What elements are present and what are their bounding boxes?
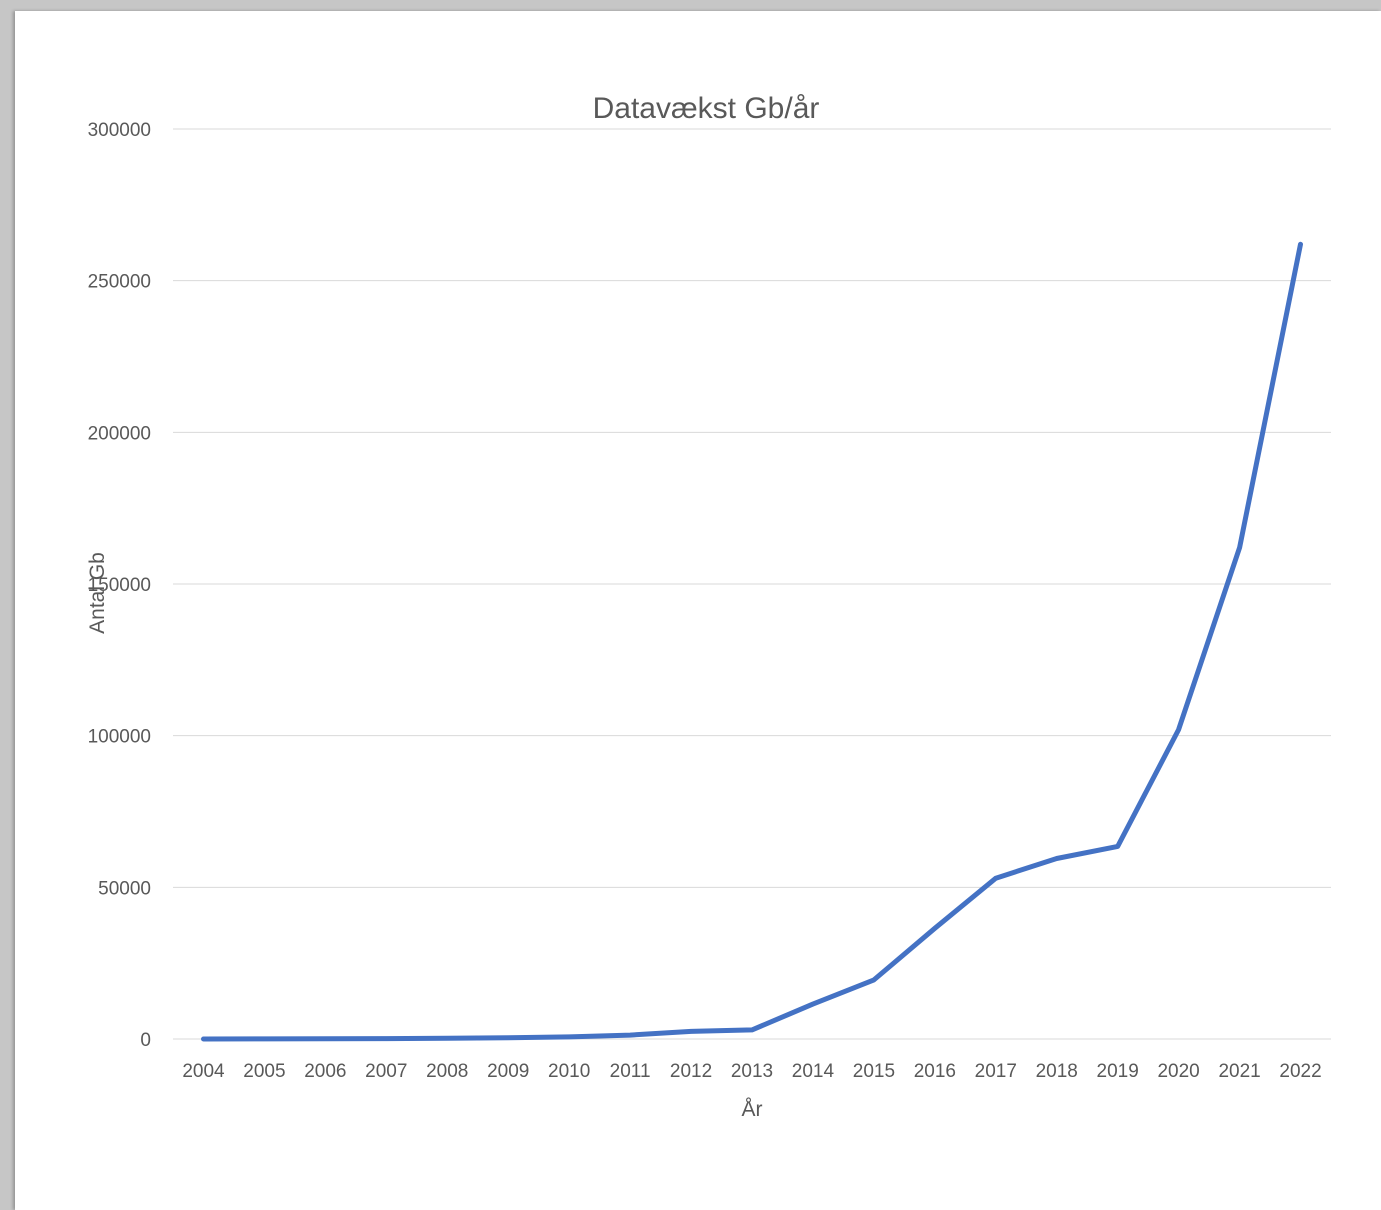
y-tick-label: 250000: [88, 272, 151, 293]
chart-area: [15, 11, 1381, 1210]
gridlines: [173, 128, 1331, 888]
x-axis-ticks: 2004 2005 2006 2007 2008 2009 2010 2011 2012 2013…: [182, 1061, 1321, 1082]
x-tick-label: 2014: [792, 1061, 835, 1082]
x-tick-label: 2010: [548, 1061, 590, 1082]
y-tick-label: 0: [140, 1030, 151, 1051]
x-tick-label: 2015: [853, 1061, 895, 1082]
y-axis-title: Antal Gb: [86, 552, 109, 634]
y-tick-label: 50000: [98, 878, 151, 899]
x-tick-label: 2009: [487, 1061, 529, 1082]
chart-title: Datavækst Gb/år: [593, 92, 820, 125]
x-tick-label: 2013: [731, 1061, 773, 1082]
y-axis-ticks: 0 50000 100000 150000 200000 250000 300000: [88, 120, 151, 1051]
x-tick-label: 2008: [426, 1061, 468, 1082]
x-tick-label: 2016: [914, 1061, 956, 1082]
x-tick-label: 2012: [670, 1061, 712, 1082]
x-tick-label: 2006: [304, 1061, 346, 1082]
y-tick-label: 100000: [88, 727, 151, 748]
x-tick-label: 2005: [243, 1061, 285, 1082]
x-tick-label: 2018: [1036, 1061, 1078, 1082]
x-tick-label: 2007: [365, 1061, 407, 1082]
x-tick-label: 2017: [975, 1061, 1017, 1082]
y-tick-label: 300000: [88, 120, 151, 141]
x-tick-label: 2021: [1218, 1061, 1260, 1082]
x-tick-label: 2004: [182, 1061, 225, 1082]
y-tick-label: 150000: [88, 575, 151, 596]
x-tick-label: 2011: [610, 1061, 651, 1082]
series-group: [201, 241, 1303, 1042]
x-axis-title: År: [742, 1098, 763, 1121]
x-tick-label: 2020: [1157, 1061, 1199, 1082]
x-tick-label: 2019: [1097, 1061, 1139, 1082]
series-line: [201, 241, 1303, 1042]
y-tick-label: 200000: [88, 423, 151, 444]
x-tick-label: 2022: [1279, 1061, 1321, 1082]
